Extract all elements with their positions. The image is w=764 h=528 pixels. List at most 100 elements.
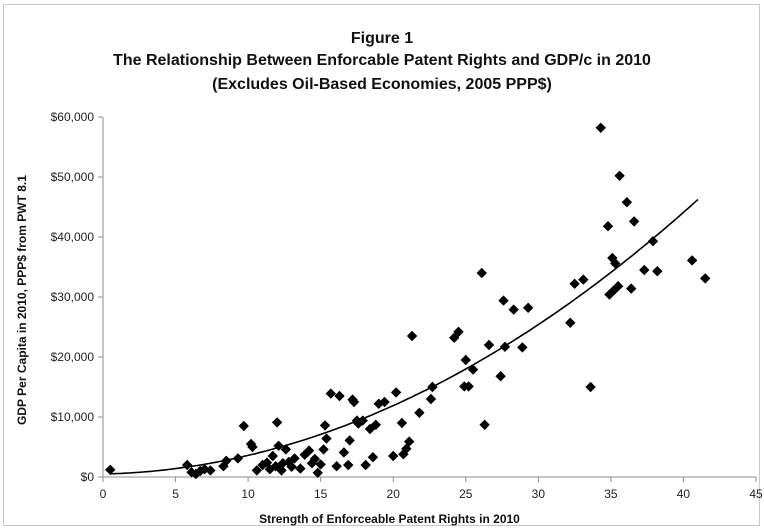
x-tick-label: 35 xyxy=(604,487,618,501)
y-tick-label: $40,000 xyxy=(51,230,95,244)
data-point xyxy=(495,371,506,382)
data-point xyxy=(453,326,464,337)
data-point xyxy=(205,465,216,476)
data-point xyxy=(565,317,576,328)
data-point xyxy=(280,444,292,455)
x-tick-label: 0 xyxy=(100,487,107,501)
data-point xyxy=(427,381,438,393)
y-tick-label: $60,000 xyxy=(51,110,95,124)
data-point xyxy=(367,452,379,463)
x-tick-label: 10 xyxy=(241,487,255,501)
data-point xyxy=(612,281,624,292)
data-point xyxy=(647,236,659,247)
data-point xyxy=(639,264,650,276)
x-tick-label: 5 xyxy=(172,487,179,501)
data-point xyxy=(315,459,326,470)
data-point xyxy=(221,455,232,466)
trend-line xyxy=(110,198,699,475)
y-tick-label: $20,000 xyxy=(51,350,95,364)
data-point xyxy=(348,396,360,408)
data-point xyxy=(460,354,471,366)
y-tick-label: $10,000 xyxy=(51,410,95,424)
data-point xyxy=(602,221,614,232)
data-point xyxy=(396,417,408,429)
data-point xyxy=(312,467,323,478)
data-point xyxy=(595,122,606,133)
data-point xyxy=(303,445,315,456)
trend-layer xyxy=(110,198,699,475)
x-axis-title: Strength of Enforceable Patent Rights in… xyxy=(259,512,520,526)
y-axis-title: GDP Per Capita in 2010, PPP$ from PWT 8.… xyxy=(15,175,29,425)
data-point xyxy=(569,278,580,289)
data-point xyxy=(338,447,350,458)
data-point xyxy=(499,341,511,352)
data-point xyxy=(498,295,509,306)
data-point xyxy=(325,388,337,399)
chart-subtitle: The Relationship Between Enforcable Pate… xyxy=(113,52,651,69)
x-tick-label: 30 xyxy=(532,487,546,501)
chart-frame xyxy=(3,4,760,526)
x-tick-label: 20 xyxy=(387,487,401,501)
data-point xyxy=(652,266,663,277)
data-point xyxy=(483,339,495,351)
data-point xyxy=(344,435,355,446)
data-point xyxy=(331,461,342,472)
data-point xyxy=(522,302,534,313)
data-point xyxy=(700,273,711,284)
data-point xyxy=(370,419,382,430)
data-point xyxy=(318,444,329,455)
data-point xyxy=(271,417,283,428)
x-tick-label: 15 xyxy=(314,487,328,501)
data-point xyxy=(390,387,402,398)
x-tick-label: 45 xyxy=(749,487,763,501)
data-point xyxy=(273,440,284,451)
y-tick-label: $50,000 xyxy=(51,170,95,184)
data-point xyxy=(686,255,698,266)
data-point xyxy=(463,381,474,392)
data-point xyxy=(286,461,297,472)
data-point xyxy=(628,216,640,227)
data-point xyxy=(232,453,244,464)
data-point xyxy=(357,415,368,426)
data-point xyxy=(379,396,390,408)
data-point xyxy=(425,393,437,405)
data-point xyxy=(105,464,116,475)
data-point xyxy=(476,267,487,279)
data-point xyxy=(343,459,354,471)
data-point xyxy=(614,170,625,181)
axes: 0 5 10 15 20 25 30 35 40 45 $0 $10,000 $20,000 $30,00… xyxy=(51,110,763,501)
data-point xyxy=(289,453,300,464)
data-point xyxy=(621,197,633,208)
data-point xyxy=(309,453,321,465)
data-point xyxy=(181,459,193,471)
data-point xyxy=(388,450,399,462)
data-point xyxy=(610,258,621,269)
data-point xyxy=(585,381,596,393)
data-point xyxy=(319,420,331,431)
x-tick-label: 40 xyxy=(677,487,691,501)
data-point xyxy=(508,304,519,315)
y-tick-label: $30,000 xyxy=(51,290,95,304)
data-point xyxy=(406,330,418,342)
chart-title: Figure 1 xyxy=(350,30,414,47)
data-point xyxy=(517,342,528,353)
data-point xyxy=(247,441,258,453)
data-point xyxy=(295,463,306,474)
data-point xyxy=(251,465,263,476)
y-tick-label: $0 xyxy=(81,470,95,484)
data-point xyxy=(238,420,249,432)
data-point xyxy=(414,407,425,418)
data-point xyxy=(626,283,637,294)
data-point xyxy=(334,390,345,402)
data-point xyxy=(403,436,415,447)
data-point xyxy=(479,419,490,430)
chart-subtitle-2: (Excludes Oil-Based Economies, 2005 PPP$… xyxy=(212,76,552,93)
data-point xyxy=(360,459,371,471)
data-point xyxy=(276,465,287,476)
x-tick-label: 25 xyxy=(459,487,473,501)
data-point xyxy=(467,364,479,375)
points-layer xyxy=(105,122,711,480)
data-point xyxy=(578,274,589,285)
data-point xyxy=(267,450,278,462)
